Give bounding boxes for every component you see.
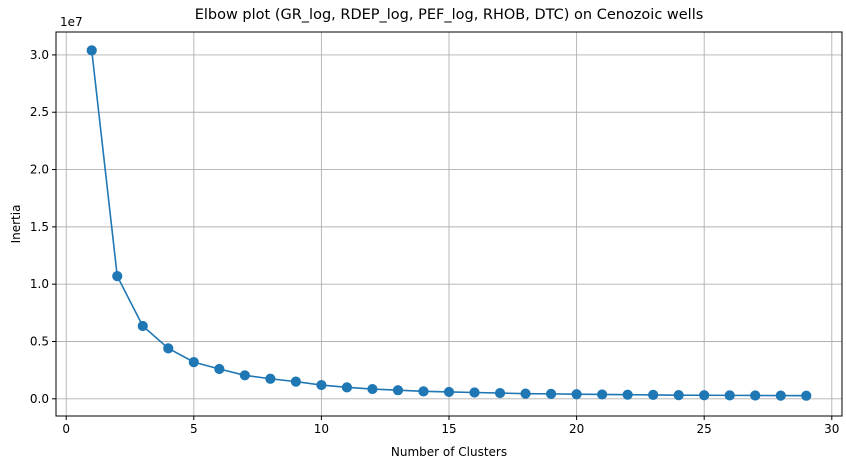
data-point <box>290 376 301 387</box>
data-point <box>724 390 735 401</box>
data-point <box>597 389 608 400</box>
grid-layer <box>56 32 842 416</box>
labels-layer: Elbow plot (GR_log, RDEP_log, PEF_log, R… <box>9 7 703 459</box>
x-tick-label: 25 <box>697 422 712 436</box>
data-point <box>801 390 812 401</box>
data-point <box>137 320 148 332</box>
data-point <box>392 385 404 396</box>
y-tick-label: 2.5 <box>30 105 49 119</box>
y-tick-label: 1.5 <box>30 220 49 234</box>
ticks-layer: 0 5 10 15 20 25 30 0.0 0.5 1.0 1.5 2.0 2.5 3.0 <box>30 48 840 436</box>
data-point <box>648 389 659 401</box>
data-point <box>699 390 710 401</box>
series-layer <box>86 45 812 401</box>
y-axis-label: Inertia <box>9 205 23 244</box>
data-point <box>188 357 199 368</box>
data-point <box>622 389 633 400</box>
y-tick-label: 3.0 <box>30 48 49 62</box>
y-tick-label: 0.5 <box>30 334 49 348</box>
x-tick-label: 20 <box>569 422 584 436</box>
x-axis-label: Number of Clusters <box>391 445 507 459</box>
data-point <box>545 388 557 399</box>
data-point <box>775 390 786 401</box>
x-tick-label: 15 <box>441 422 456 436</box>
data-point <box>571 389 582 400</box>
data-point <box>418 386 429 397</box>
data-point <box>214 363 225 375</box>
y-offset-label: 1e7 <box>60 15 83 29</box>
data-point <box>750 390 761 401</box>
y-tick-label: 0.0 <box>30 392 49 406</box>
x-tick-label: 10 <box>314 422 329 436</box>
data-point <box>112 271 123 282</box>
data-point <box>673 390 684 401</box>
data-point <box>265 373 276 384</box>
y-tick-label: 1.0 <box>30 277 49 291</box>
x-tick-label: 5 <box>190 422 198 436</box>
data-point <box>316 379 327 391</box>
x-tick-label: 30 <box>824 422 839 436</box>
data-point <box>443 386 455 398</box>
data-point <box>520 388 531 399</box>
data-point <box>494 387 506 399</box>
x-tick-label: 0 <box>62 422 70 436</box>
data-point <box>341 382 353 393</box>
y-tick-label: 2.0 <box>30 163 49 177</box>
data-point <box>86 45 97 56</box>
data-point <box>239 370 250 381</box>
chart-title: Elbow plot (GR_log, RDEP_log, PEF_log, R… <box>195 7 704 23</box>
data-point <box>367 383 378 395</box>
data-point <box>469 387 480 398</box>
data-point <box>163 343 174 354</box>
